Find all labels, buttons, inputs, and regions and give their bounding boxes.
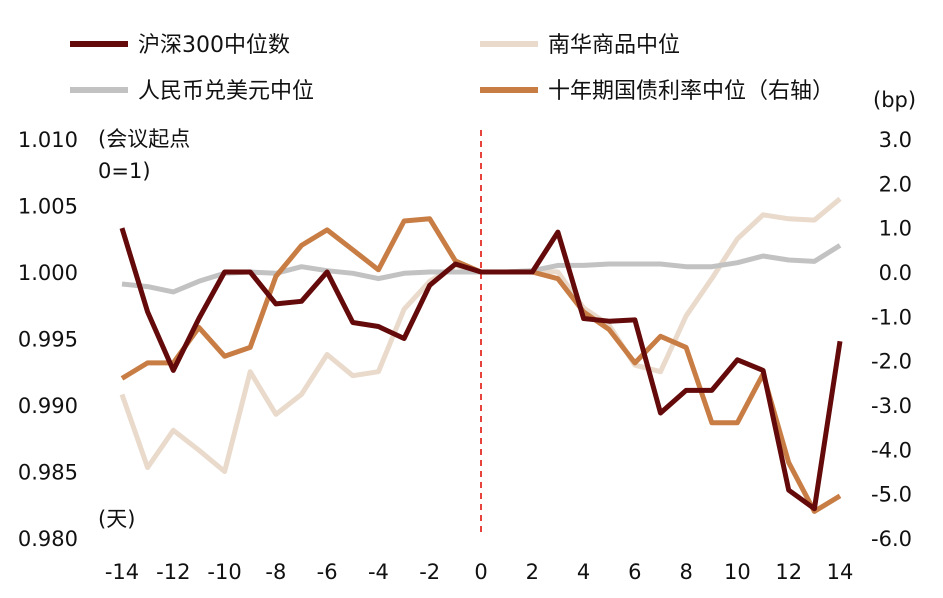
legend-label-csi300: 沪深300中位数 — [138, 33, 290, 58]
x-axis-tick-label: 4 — [577, 560, 590, 584]
right-axis-unit: (bp) — [873, 88, 916, 112]
right-axis-ticks: -6.0 -5.0 -4.0 -3.0 -2.0 -1.0 0.0 1.0 2.0 3.0 — [871, 128, 912, 551]
left-axis-tick-label: 0.995 — [18, 328, 78, 352]
series-line-3 — [119, 227, 843, 512]
x-axis-tick-label: 12 — [775, 560, 802, 584]
legend-label-bond: 十年期国债利率中位（右轴） — [548, 79, 834, 104]
right-axis-tick-label: -3.0 — [871, 394, 912, 418]
legend-item-nanhua: 南华商品中位 — [480, 33, 680, 58]
x-axis-tick-label: -2 — [419, 560, 440, 584]
x-axis-tick-label: 14 — [827, 560, 854, 584]
left-axis-tick-label: 0.980 — [18, 527, 78, 551]
x-axis-tick-label: -10 — [207, 560, 241, 584]
left-axis-tick-label: 1.005 — [18, 195, 78, 219]
left-axis-tick-label: 1.000 — [18, 261, 78, 285]
legend-item-bond: 十年期国债利率中位（右轴） — [480, 79, 834, 104]
x-axis-tick-label: -8 — [265, 560, 286, 584]
x-axis-tick-label: 8 — [679, 560, 692, 584]
legend-label-cny: 人民币兑美元中位 — [138, 79, 314, 104]
legend-label-nanhua: 南华商品中位 — [548, 33, 680, 58]
left-axis-label-line1: (会议起点 — [98, 127, 190, 151]
right-axis-tick-label: -1.0 — [871, 305, 912, 329]
legend: 沪深300中位数 南华商品中位 人民币兑美元中位 十年期国债利率中位（右轴） — [70, 33, 834, 104]
right-axis-tick-label: 1.0 — [879, 217, 912, 241]
right-axis-tick-label: 0.0 — [879, 261, 912, 285]
x-axis-tick-label: -6 — [317, 560, 338, 584]
x-axis-tick-label: 2 — [526, 560, 539, 584]
x-axis-tick-label: -12 — [156, 560, 190, 584]
right-axis-tick-label: 2.0 — [879, 172, 912, 196]
x-axis-tick-label: 10 — [724, 560, 751, 584]
right-axis-tick-label: 3.0 — [879, 128, 912, 152]
x-axis-tick-label: 0 — [474, 560, 487, 584]
x-axis-tick-label: -14 — [105, 560, 139, 584]
right-axis-tick-label: -2.0 — [871, 350, 912, 374]
right-axis-tick-label: -5.0 — [871, 483, 912, 507]
x-axis-tick-label: -4 — [368, 560, 389, 584]
left-axis-tick-label: 1.010 — [18, 128, 78, 152]
left-axis-ticks: 0.980 0.985 0.990 0.995 1.000 1.005 1.010 — [18, 128, 78, 551]
left-axis-label-line2: 0=1) — [98, 159, 151, 183]
left-axis-tick-label: 0.990 — [18, 394, 78, 418]
right-axis-tick-label: -6.0 — [871, 527, 912, 551]
right-axis-tick-label: -4.0 — [871, 438, 912, 462]
left-axis-tick-label: 0.985 — [18, 461, 78, 485]
x-axis-ticks: -14 -12 -10 -8 -6 -4 -2 0 2 4 6 8 10 12 14 — [105, 560, 854, 584]
x-axis-unit-label: (天) — [98, 507, 135, 531]
series-lines — [119, 196, 843, 514]
legend-item-csi300: 沪深300中位数 — [70, 33, 290, 58]
legend-item-cny: 人民币兑美元中位 — [70, 79, 314, 104]
x-axis-tick-label: 6 — [628, 560, 641, 584]
